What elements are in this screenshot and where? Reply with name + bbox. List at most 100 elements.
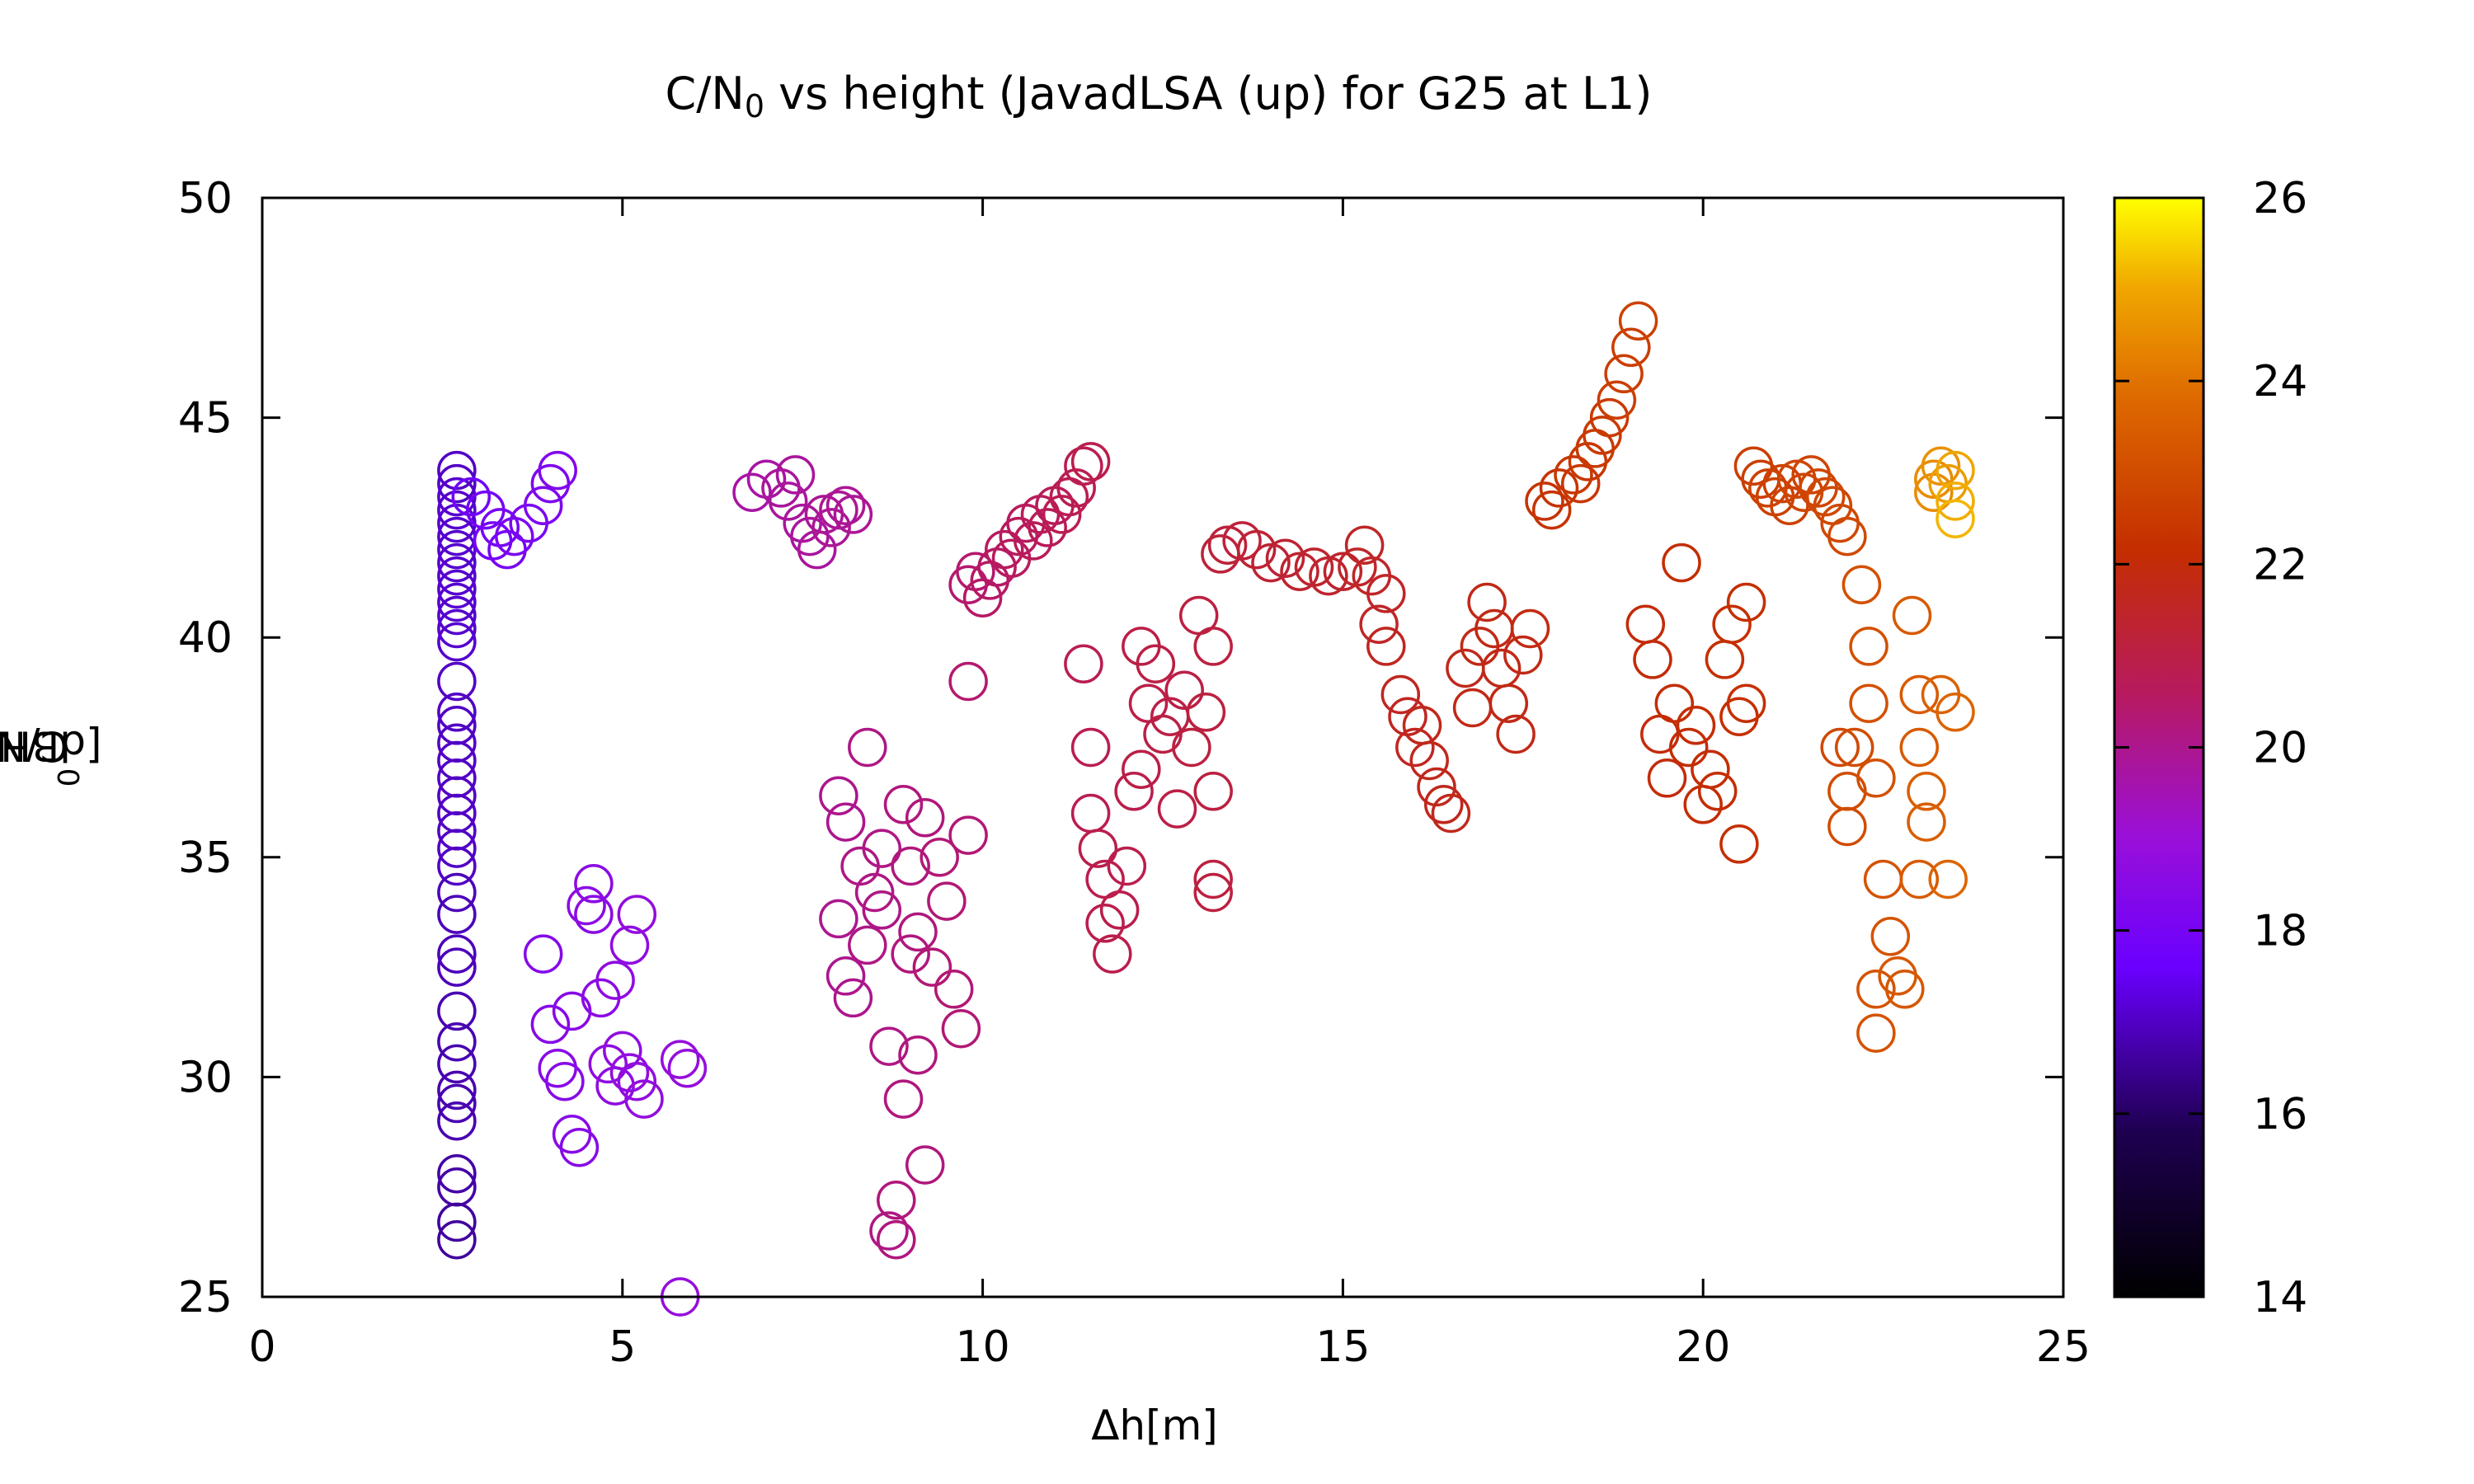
data-point xyxy=(437,693,477,732)
data-point xyxy=(1064,644,1103,683)
data-point xyxy=(848,925,887,965)
colorbar-tick-label: 22 xyxy=(2253,540,2307,589)
y-tick-label: 35 xyxy=(178,834,233,883)
data-point xyxy=(437,1021,477,1062)
data-point xyxy=(1712,604,1752,644)
data-point xyxy=(934,970,974,1009)
data-point xyxy=(1849,683,1888,723)
x-tick-label: 15 xyxy=(1315,1322,1370,1372)
data-point xyxy=(1935,499,1975,538)
data-point xyxy=(1625,604,1666,644)
y-tick-label: 45 xyxy=(178,394,233,444)
data-point xyxy=(1452,688,1493,728)
data-point xyxy=(1366,627,1406,666)
colorbar-tick-label: 16 xyxy=(2253,1090,2307,1139)
data-point xyxy=(1539,468,1579,508)
data-point xyxy=(1359,604,1399,644)
data-point xyxy=(1070,727,1111,768)
data-point xyxy=(1193,872,1233,913)
data-point xyxy=(1136,644,1176,683)
data-point xyxy=(1928,859,1968,899)
data-point xyxy=(833,978,873,1018)
data-point xyxy=(811,508,851,547)
data-point xyxy=(1531,490,1572,530)
data-point xyxy=(574,864,614,904)
data-point xyxy=(775,455,816,495)
data-point xyxy=(927,881,967,921)
data-point xyxy=(1834,727,1874,768)
data-point xyxy=(1344,525,1385,565)
data-point xyxy=(891,934,930,974)
data-point xyxy=(1726,582,1766,622)
x-tick-label: 20 xyxy=(1676,1322,1730,1372)
data-point xyxy=(552,991,592,1031)
data-point xyxy=(891,846,930,886)
data-point xyxy=(437,1202,477,1242)
data-point xyxy=(1589,397,1630,438)
data-point xyxy=(530,1004,571,1045)
data-point xyxy=(1691,749,1730,789)
data-point xyxy=(1849,627,1888,666)
data-point xyxy=(877,1180,916,1220)
data-point xyxy=(487,529,527,570)
data-point xyxy=(437,846,477,886)
data-point xyxy=(1193,772,1233,811)
data-point xyxy=(1467,582,1507,622)
data-point xyxy=(1899,727,1940,768)
data-point xyxy=(1085,904,1125,943)
data-point xyxy=(1164,670,1204,710)
data-point xyxy=(437,490,477,530)
data-point xyxy=(862,829,902,868)
data-point xyxy=(1554,455,1593,495)
data-point xyxy=(451,477,492,517)
data-point xyxy=(1907,772,1946,811)
data-point xyxy=(1193,627,1233,666)
data-point xyxy=(538,1048,577,1088)
plot-area xyxy=(437,301,1975,1317)
data-point xyxy=(609,925,650,965)
data-point xyxy=(1186,693,1226,732)
y-tick-label: 50 xyxy=(178,174,233,223)
data-point xyxy=(883,1079,924,1119)
data-point xyxy=(1618,301,1658,341)
data-point xyxy=(437,542,477,583)
data-point xyxy=(905,798,945,838)
data-point xyxy=(1423,785,1464,824)
data-point xyxy=(1878,956,1917,996)
data-point xyxy=(1899,859,1940,899)
data-point xyxy=(1647,758,1687,798)
data-point xyxy=(1654,683,1695,723)
data-point xyxy=(437,1070,477,1111)
data-point xyxy=(1236,529,1277,570)
data-point xyxy=(1870,917,1911,956)
colorbar-tick-label: 24 xyxy=(2253,357,2307,406)
data-point xyxy=(1070,793,1111,834)
data-point xyxy=(1820,727,1860,768)
data-point xyxy=(1417,767,1456,807)
x-tick-label: 5 xyxy=(609,1322,636,1372)
data-point xyxy=(437,463,477,504)
data-point xyxy=(1921,446,1961,486)
data-point xyxy=(1885,970,1925,1009)
data-point xyxy=(574,895,614,934)
data-point xyxy=(1107,846,1147,886)
data-point xyxy=(840,846,880,886)
data-point xyxy=(848,727,887,768)
data-point xyxy=(768,481,808,521)
data-point xyxy=(1201,534,1240,574)
data-point xyxy=(437,829,477,868)
data-point xyxy=(905,1145,945,1185)
data-point xyxy=(545,1061,585,1101)
data-point xyxy=(1070,442,1111,481)
data-point xyxy=(862,890,902,930)
plot-frame xyxy=(261,196,2065,1298)
data-point xyxy=(912,947,952,987)
data-point xyxy=(854,872,895,913)
data-point xyxy=(624,1079,664,1119)
data-point xyxy=(819,490,858,530)
data-point xyxy=(1042,495,1082,534)
data-point xyxy=(1251,542,1291,583)
colorbar-tick-label: 14 xyxy=(2253,1273,2307,1322)
data-point xyxy=(437,569,477,609)
data-point xyxy=(437,991,477,1031)
